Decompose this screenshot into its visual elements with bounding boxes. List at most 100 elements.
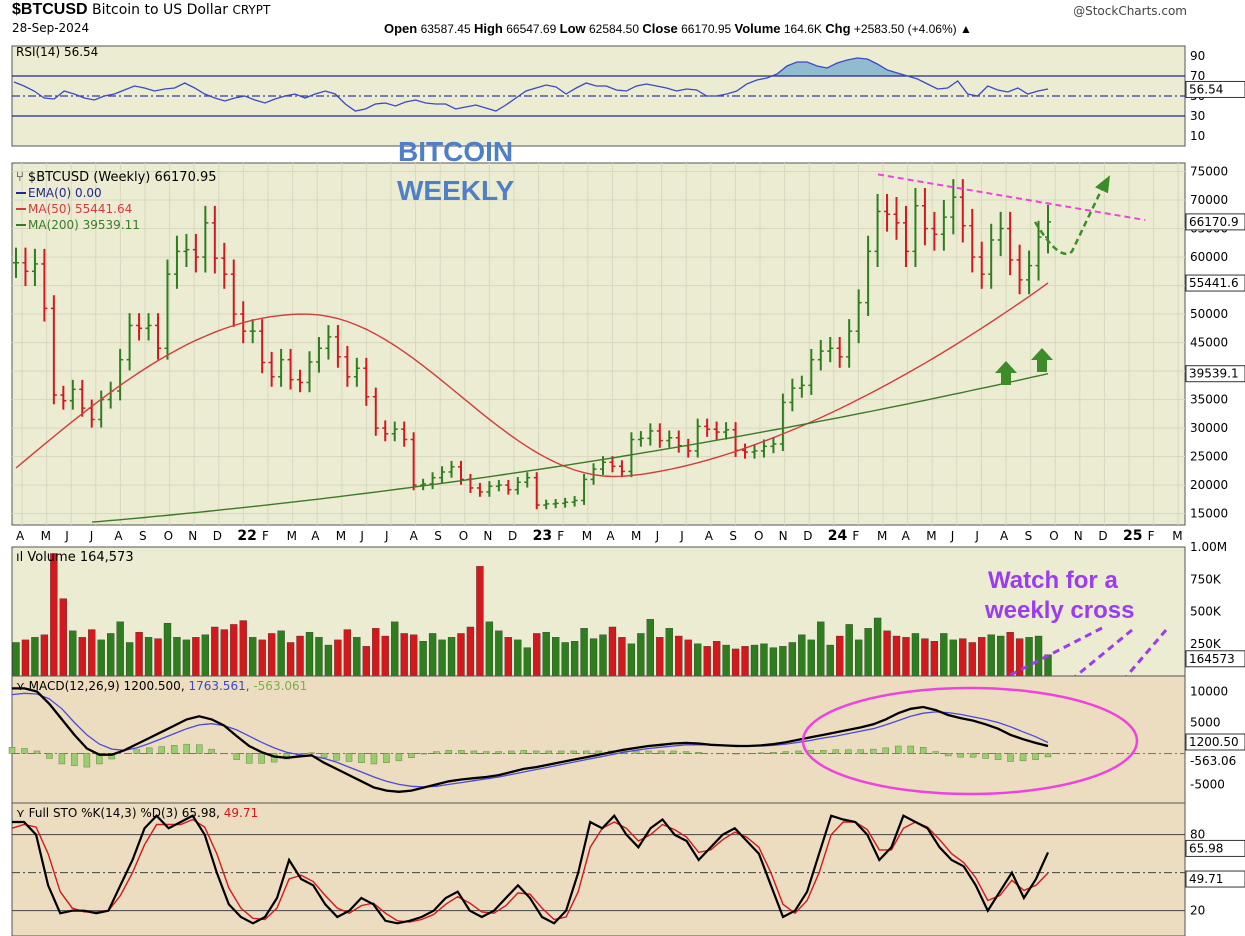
annotation-cross: weekly cross (984, 597, 1134, 624)
volume-bar (220, 629, 228, 677)
volume-bar (438, 639, 446, 677)
volume-bar (817, 621, 825, 677)
macd-histogram-bar (495, 751, 502, 754)
x-axis-label: M (631, 529, 641, 543)
macd-histogram-bar (732, 753, 740, 755)
x-axis-label: S (729, 529, 737, 543)
volume-bar (343, 629, 352, 677)
macd-histogram-bar (233, 753, 240, 760)
price-tick-label: 25000 (1190, 450, 1228, 464)
macd-histogram-bar (395, 753, 403, 762)
macd-histogram-bar (944, 753, 952, 757)
volume-bar (277, 630, 285, 677)
volume-tick-label: 750K (1190, 572, 1222, 586)
macd-histogram-bar (695, 752, 702, 754)
volume-bar (722, 644, 730, 677)
macd-histogram-bar (21, 748, 28, 754)
volume-bar (428, 633, 437, 677)
rsi-line (13, 57, 1049, 112)
macd-last-value-box (1185, 733, 1245, 751)
x-axis-label: J (655, 529, 660, 543)
volume-last-value: 164573 (1189, 652, 1235, 666)
sto-legend: ⋎ Full STO %K(14,3) %D(3) 65.98, 49.71 (16, 806, 258, 820)
volume-bar (892, 635, 901, 677)
x-axis-label: F (1148, 529, 1155, 543)
volume-bar (419, 641, 427, 677)
macd-histogram-bar (632, 750, 640, 754)
rsi-tick-label: 30 (1190, 109, 1205, 123)
sto-k-last-value-box (1185, 839, 1245, 857)
volume-bar (40, 634, 49, 677)
x-axis-label: J (89, 529, 94, 543)
x-axis-label: S (1025, 529, 1033, 543)
x-axis-label: M (41, 529, 51, 543)
volume-bar (845, 624, 853, 677)
sto-d-last-value: 49.71 (1189, 872, 1223, 886)
x-axis-label: 24 (828, 528, 848, 544)
macd-histogram-bar (882, 747, 889, 754)
macd-histogram-bar (845, 749, 852, 754)
macd-line (12, 687, 1049, 793)
macd-histogram-bar (283, 753, 290, 760)
macd-histogram-bar (969, 753, 977, 758)
x-axis-label: J (384, 529, 389, 543)
volume-tick-label: 1.00M (1190, 540, 1227, 554)
volume-bar (211, 626, 219, 677)
macd-histogram-bar (408, 753, 415, 758)
chart-header: $BTCUSD Bitcoin to US Dollar CRYPT @Stoc… (0, 0, 1245, 40)
rsi-tick-label: 70 (1190, 69, 1205, 83)
ma50-last-value-box (1185, 274, 1245, 292)
macd-histogram-bar (133, 749, 141, 754)
x-axis-label: S (434, 529, 442, 543)
x-axis-label: 25 (1123, 528, 1142, 544)
macd-histogram-bar (420, 753, 428, 755)
x-axis-label: D (213, 529, 222, 543)
macd-histogram-bar (670, 750, 677, 754)
rsi-tick-label: 10 (1190, 129, 1205, 143)
volume-bar (135, 631, 143, 677)
price-tick-label: 20000 (1190, 478, 1228, 492)
volume-bar (154, 638, 162, 677)
volume-bar (779, 646, 787, 677)
macd-histogram-bar (158, 746, 165, 754)
projection-path (1033, 188, 1104, 256)
volume-bar (769, 647, 778, 677)
macd-tick-label: 10000 (1190, 684, 1228, 698)
chg-arrow-icon: ▲ (959, 22, 972, 36)
x-axis-label: O (459, 529, 468, 543)
sto-tick-label: 20 (1190, 904, 1205, 918)
sto-k-last-value: 65.98 (1189, 841, 1223, 855)
macd-signal-line (11, 692, 1049, 788)
x-axis-label: A (606, 529, 615, 543)
macd-histogram-bar (320, 753, 328, 758)
volume-bar (637, 633, 645, 677)
volume-bar (873, 617, 882, 677)
macd-histogram-bar (982, 753, 989, 759)
volume-bar (968, 642, 976, 677)
macd-histogram-bar (8, 747, 16, 754)
x-axis-label: N (188, 529, 197, 543)
sto-d-last-value-box (1185, 870, 1245, 888)
x-axis-label: J (974, 529, 979, 543)
rsi-last-value: 56.54 (1189, 82, 1223, 96)
volume-value: 164.6K (783, 22, 822, 36)
volume-bar (495, 630, 503, 677)
support-arrow-icon (995, 361, 1017, 385)
volume-bar (703, 646, 711, 677)
x-axis-label: A (114, 529, 123, 543)
annotation-watch: Watch for a (988, 567, 1118, 594)
volume-bar (570, 641, 579, 677)
x-axis-label: A (311, 529, 320, 543)
volume-bar (230, 624, 238, 677)
sto-d-line (11, 818, 1049, 923)
volume-bar (163, 622, 172, 677)
macd-histogram-bar (458, 750, 465, 754)
macd-histogram-bar (545, 750, 552, 754)
brand-logo[interactable]: @StockCharts.com (1073, 4, 1187, 18)
volume-bar (618, 637, 626, 677)
x-axis-label: F (262, 529, 269, 543)
price-tick-label: 15000 (1190, 507, 1228, 521)
x-axis-label: J (359, 529, 364, 543)
volume-bar (599, 634, 607, 677)
